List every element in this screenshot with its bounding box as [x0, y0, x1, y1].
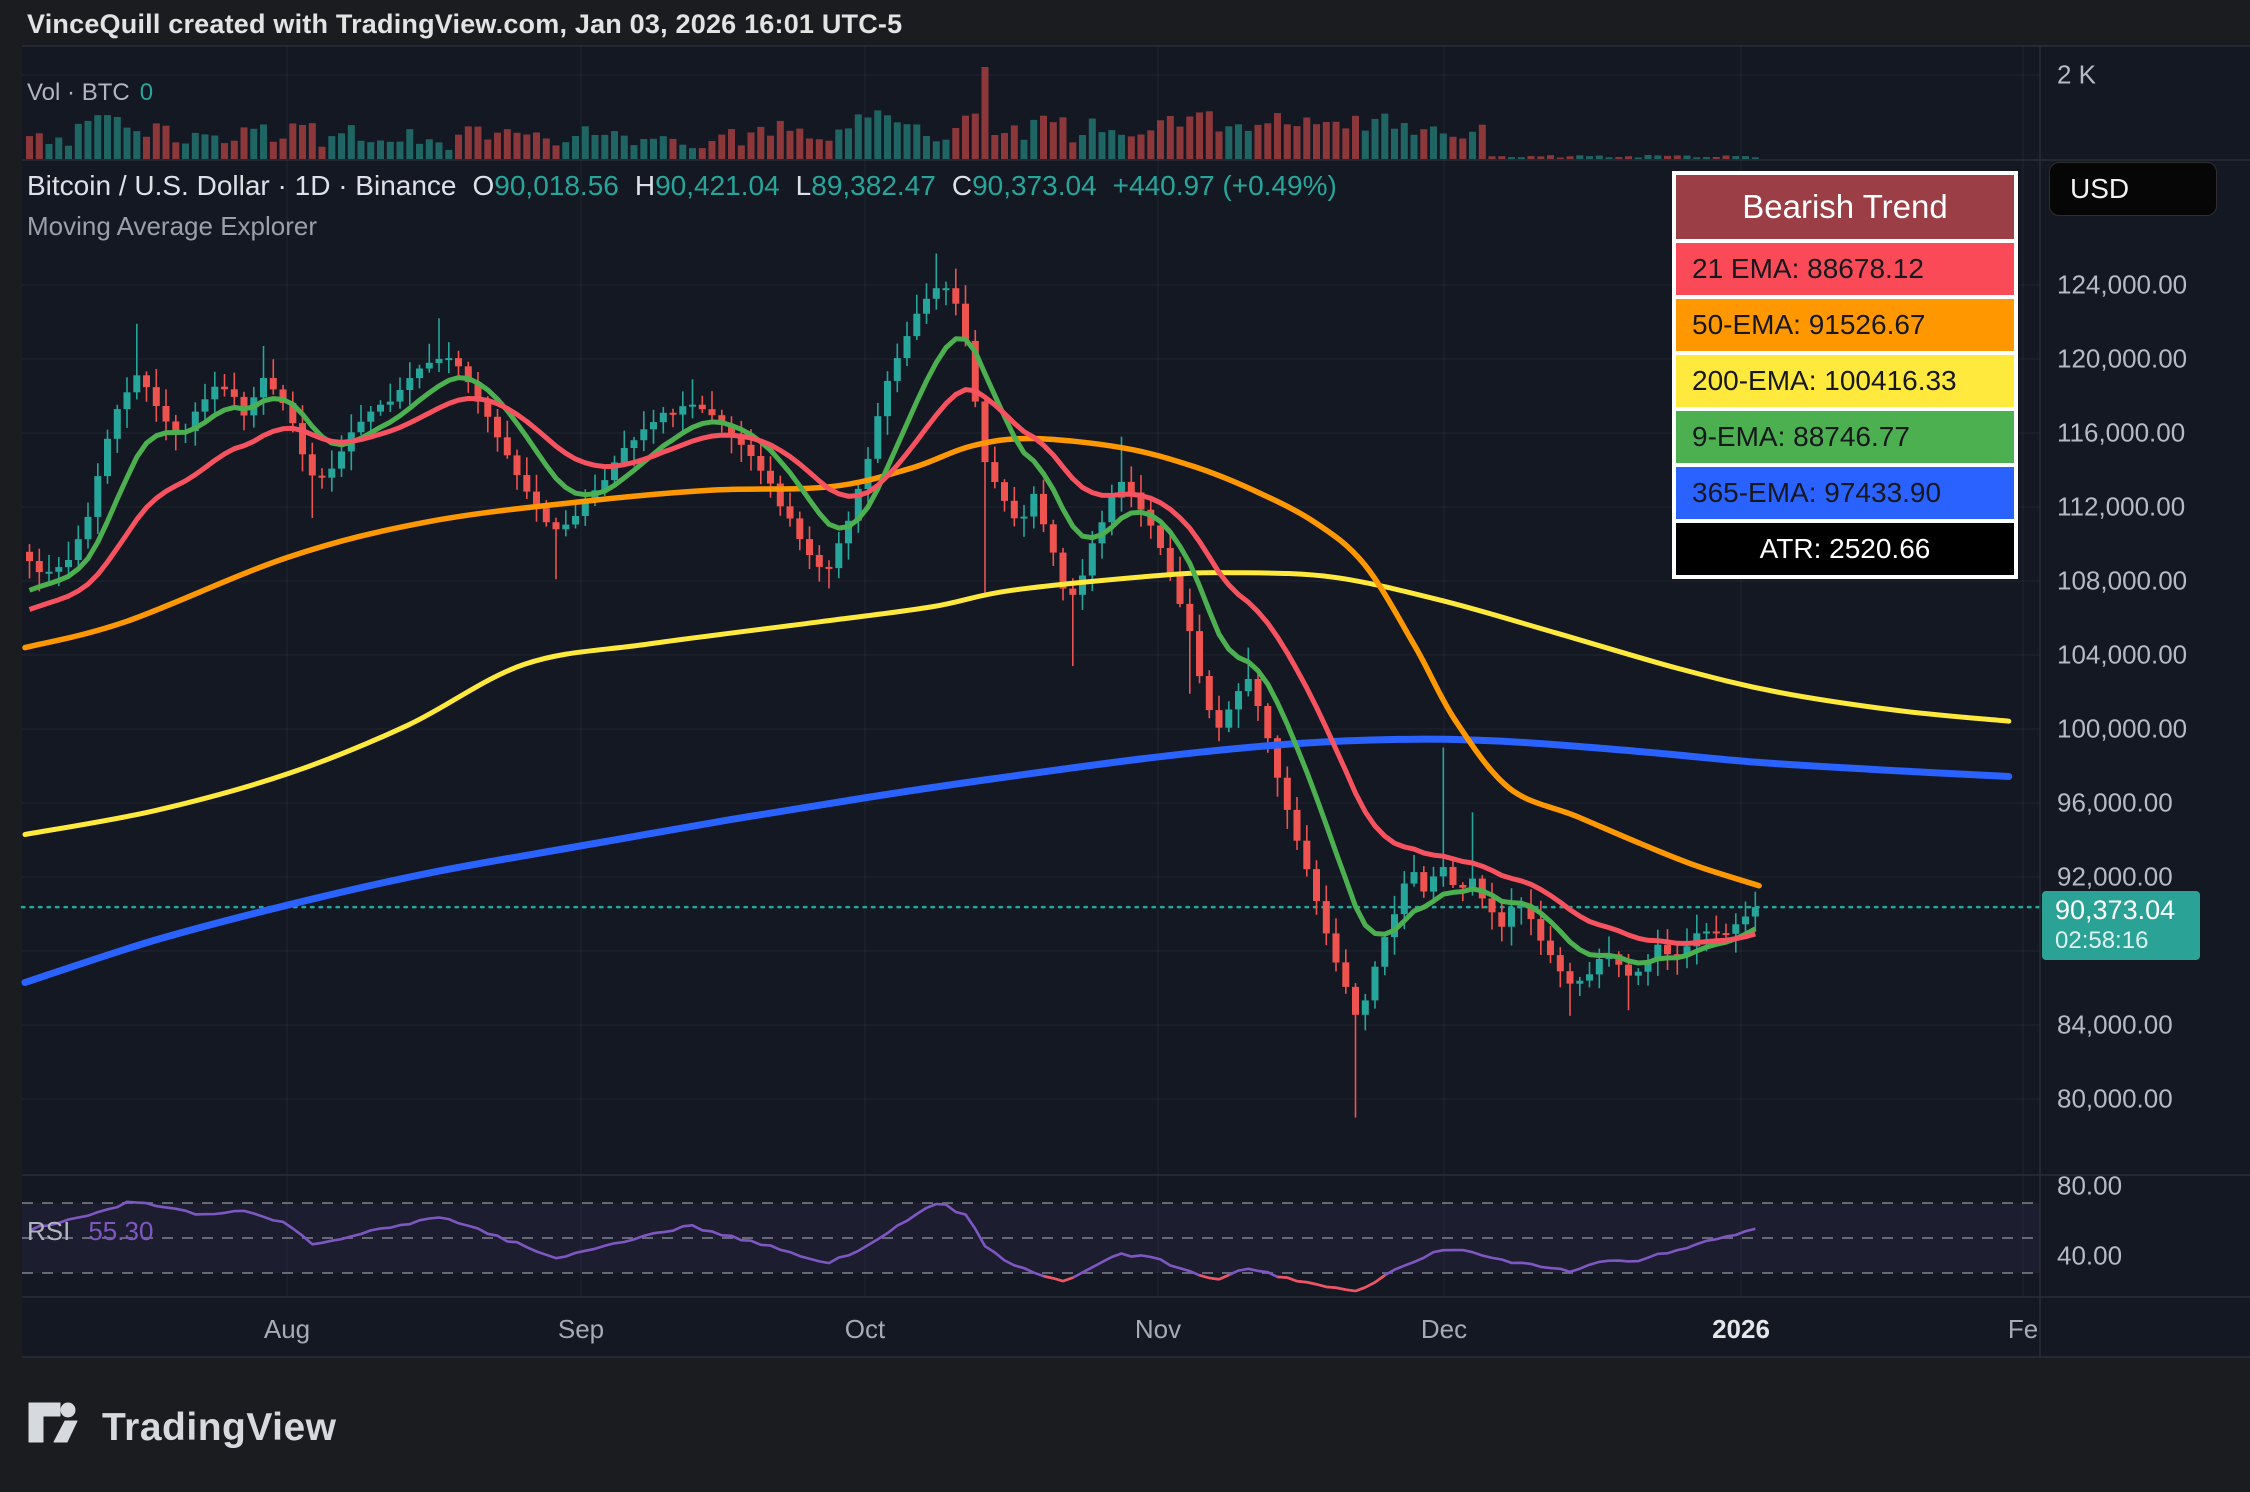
indicator-title[interactable]: Moving Average Explorer — [27, 211, 318, 241]
volume-label: Vol · BTC — [27, 79, 130, 106]
trend-row: 200-EMA: 100416.33 — [1676, 355, 2014, 407]
open-value: 90,018.56 — [494, 170, 619, 201]
change-value: +440.97 (+0.49%) — [1112, 170, 1337, 201]
price-axis-label: 100,000.00 — [2057, 713, 2188, 744]
price-axis-label: 92,000.00 — [2057, 861, 2173, 892]
last-price-badge: 90,373.04 02:58:16 — [2042, 891, 2200, 960]
price-axis-label: 124,000.00 — [2057, 269, 2188, 300]
time-axis-label: Dec — [1420, 1314, 1468, 1344]
symbol-legend[interactable]: Bitcoin / U.S. Dollar · 1D · Binance O90… — [27, 170, 1337, 202]
symbol-title: Bitcoin / U.S. Dollar · 1D · Binance — [27, 170, 457, 201]
price-axis-label: 120,000.00 — [2057, 343, 2188, 374]
time-axis-label: Nov — [1134, 1314, 1182, 1344]
rsi-label: RSI — [27, 1216, 71, 1246]
rsi-value: 55.30 — [88, 1216, 154, 1246]
price-axis-label: 104,000.00 — [2057, 639, 2188, 670]
bar-countdown: 02:58:16 — [2055, 927, 2149, 954]
close-value: 90,373.04 — [972, 170, 1097, 201]
price-axis-label: 80,000.00 — [2057, 1083, 2173, 1114]
price-axis-label: 40.00 — [2057, 1240, 2123, 1271]
time-axis-label: Fe — [2007, 1314, 2039, 1344]
time-axis-label: 2026 — [1712, 1314, 1770, 1344]
trend-row: 50-EMA: 91526.67 — [1676, 299, 2014, 351]
price-axis-label: 80.00 — [2057, 1170, 2123, 1201]
price-axis-label: 116,000.00 — [2057, 417, 2186, 448]
volume-value: 0 — [139, 79, 154, 106]
trend-status-badge: Bearish Trend — [1676, 175, 2014, 239]
tradingview-wordmark: TradingView — [102, 1406, 337, 1449]
high-value: 90,421.04 — [655, 170, 780, 201]
close-label: C — [951, 170, 973, 201]
trend-row: 21 EMA: 88678.12 — [1676, 243, 2014, 295]
trend-row: 365-EMA: 97433.90 — [1676, 467, 2014, 519]
last-price-value: 90,373.04 — [2055, 895, 2176, 925]
price-axis-label: 2 K — [2057, 59, 2097, 90]
price-axis-label: 96,000.00 — [2057, 787, 2173, 818]
low-label: L — [795, 170, 812, 201]
trend-row: ATR: 2520.66 — [1676, 523, 2014, 575]
currency-toggle-button[interactable]: USD — [2049, 162, 2217, 216]
time-axis-label: Oct — [844, 1314, 886, 1344]
watermark-attribution: VinceQuill created with TradingView.com,… — [27, 9, 903, 39]
trend-row: 9-EMA: 88746.77 — [1676, 411, 2014, 463]
volume-legend[interactable]: Vol · BTC 0 — [27, 79, 153, 107]
high-label: H — [634, 170, 656, 201]
rsi-legend[interactable]: RSI 55.30 — [27, 1216, 153, 1247]
price-axis-label: 108,000.00 — [2057, 565, 2188, 596]
open-label: O — [472, 170, 495, 201]
tradingview-branding: TradingView — [28, 1400, 337, 1456]
trend-legend-box: Bearish Trend 21 EMA: 88678.12 50-EMA: 91… — [1672, 171, 2018, 579]
price-axis-label: 112,000.00 — [2057, 491, 2186, 522]
price-axis-label: 84,000.00 — [2057, 1009, 2173, 1040]
time-axis-label: Aug — [263, 1314, 311, 1344]
tradingview-logo-icon — [28, 1402, 78, 1443]
time-axis-label: Sep — [557, 1314, 605, 1344]
low-value: 89,382.47 — [811, 170, 936, 201]
